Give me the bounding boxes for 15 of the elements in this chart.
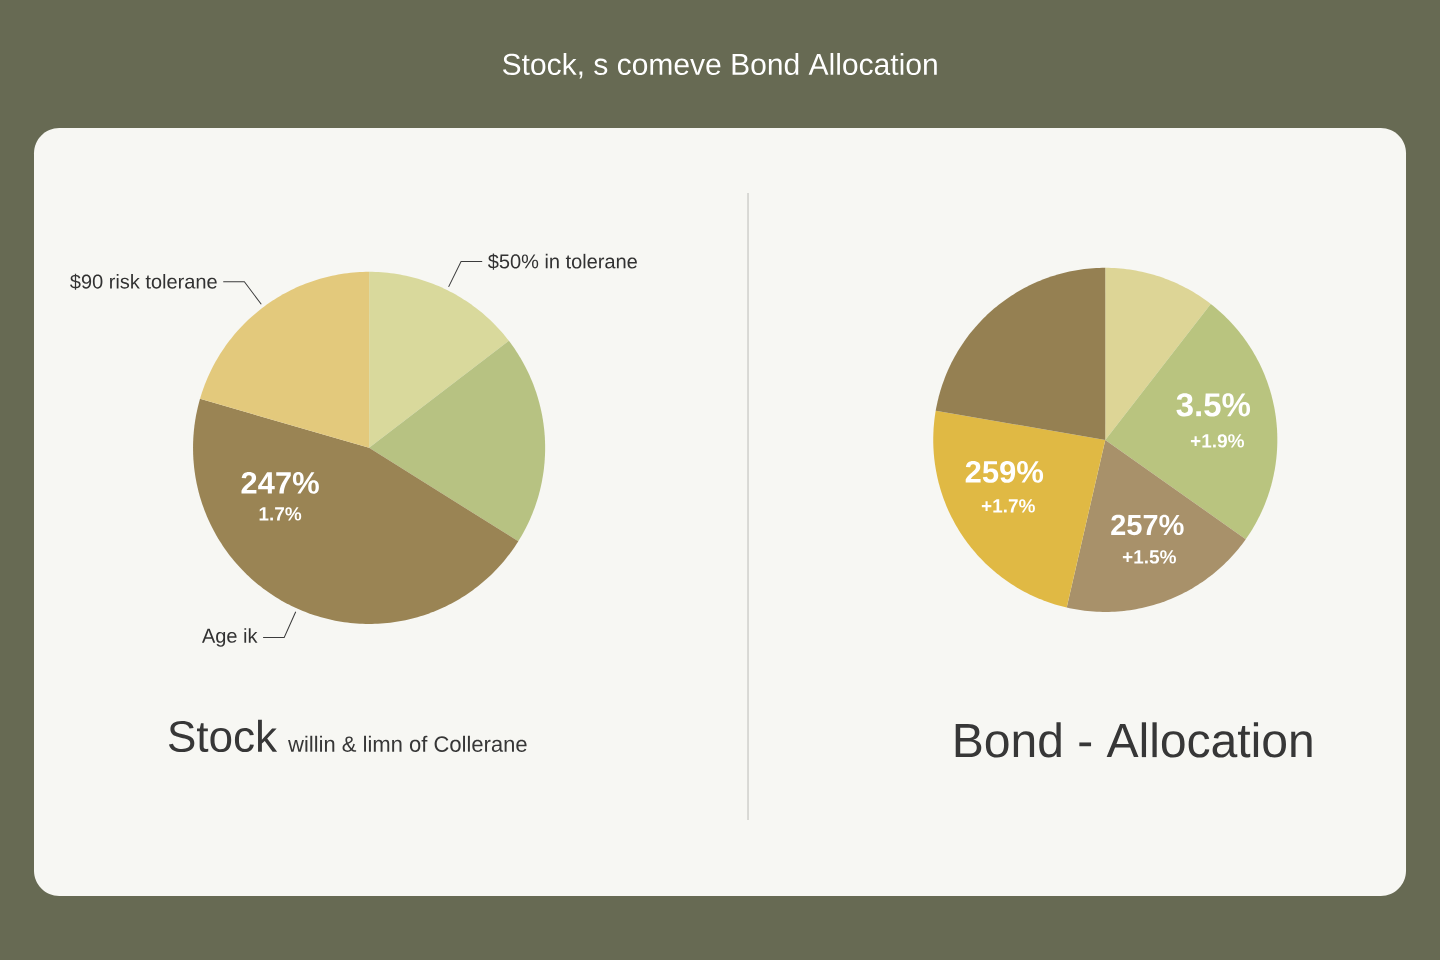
text: +1.9% [1190,434,1245,448]
text: 1.7% [259,507,302,521]
text: +1.5% [1122,550,1176,564]
slice-label: $50% in tolerane [487,253,637,270]
slice-label: Age ik [201,628,258,647]
slice-label: $90 risk tolerane [70,273,217,290]
text: +1.7% [981,499,1035,513]
text: Stock [168,719,278,753]
text: Bond - Allocation [955,722,1312,758]
text: 247% [241,471,319,494]
text: 257% [1111,514,1184,536]
text: Stock, s comeve Bond Allocation [502,52,937,79]
text: 3.5% [1176,393,1251,417]
text: willin & limn of Collerane [288,735,527,752]
text: 259% [965,460,1044,483]
